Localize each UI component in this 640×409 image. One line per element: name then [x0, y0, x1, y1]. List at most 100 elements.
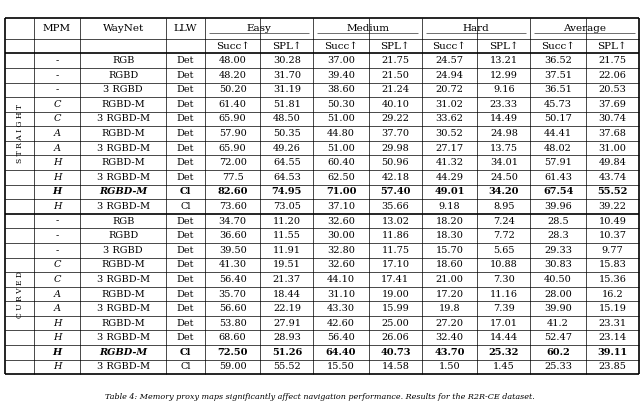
Text: 25.32: 25.32: [489, 348, 519, 357]
Text: 14.44: 14.44: [490, 333, 518, 342]
Text: RGB: RGB: [112, 217, 134, 226]
Text: -: -: [55, 246, 59, 255]
Text: 3 RGBD-M: 3 RGBD-M: [97, 275, 150, 284]
Text: 40.50: 40.50: [544, 275, 572, 284]
Text: 44.41: 44.41: [544, 129, 572, 138]
Text: 21.75: 21.75: [381, 56, 410, 65]
Text: 20.53: 20.53: [598, 85, 627, 94]
Text: 30.52: 30.52: [436, 129, 463, 138]
Text: 18.60: 18.60: [436, 261, 463, 270]
Text: 25.33: 25.33: [544, 362, 572, 371]
Text: 5.65: 5.65: [493, 246, 515, 255]
Text: 39.40: 39.40: [327, 71, 355, 80]
Text: 21.24: 21.24: [381, 85, 410, 94]
Text: 15.83: 15.83: [598, 261, 627, 270]
Text: Succ↑: Succ↑: [433, 42, 467, 51]
Text: 37.69: 37.69: [598, 100, 627, 109]
Text: 48.50: 48.50: [273, 115, 301, 124]
Text: Det: Det: [177, 173, 195, 182]
Text: RGBD-M: RGBD-M: [101, 100, 145, 109]
Text: 82.60: 82.60: [218, 187, 248, 196]
Text: 40.10: 40.10: [381, 100, 410, 109]
Text: 17.20: 17.20: [436, 290, 463, 299]
Text: Det: Det: [177, 246, 195, 255]
Text: 39.96: 39.96: [544, 202, 572, 211]
Text: 30.28: 30.28: [273, 56, 301, 65]
Text: RGBD-M: RGBD-M: [99, 187, 147, 196]
Text: 19.8: 19.8: [439, 304, 460, 313]
Text: Succ↑: Succ↑: [324, 42, 358, 51]
Text: 39.22: 39.22: [598, 202, 627, 211]
Text: 11.75: 11.75: [381, 246, 410, 255]
Text: 36.52: 36.52: [544, 56, 572, 65]
Text: SPL↑: SPL↑: [489, 42, 518, 51]
Text: 17.41: 17.41: [381, 275, 410, 284]
Text: 55.52: 55.52: [597, 187, 627, 196]
Text: SPL↑: SPL↑: [381, 42, 410, 51]
Text: 7.72: 7.72: [493, 231, 515, 240]
Text: Cl: Cl: [180, 187, 191, 196]
Text: Easy: Easy: [246, 24, 271, 33]
Text: RGBD: RGBD: [108, 231, 138, 240]
Text: 49.26: 49.26: [273, 144, 301, 153]
Text: A: A: [54, 129, 60, 138]
Text: 51.81: 51.81: [273, 100, 301, 109]
Text: Succ↑: Succ↑: [216, 42, 250, 51]
Text: Det: Det: [177, 158, 195, 167]
Text: 1.45: 1.45: [493, 362, 515, 371]
Text: RGBD-M: RGBD-M: [101, 261, 145, 270]
Text: 32.80: 32.80: [327, 246, 355, 255]
Text: 31.70: 31.70: [273, 71, 301, 80]
Text: Det: Det: [177, 319, 195, 328]
Text: 24.94: 24.94: [436, 71, 463, 80]
Text: 3 RGBD-M: 3 RGBD-M: [97, 333, 150, 342]
Text: 64.53: 64.53: [273, 173, 301, 182]
Text: 34.01: 34.01: [490, 158, 518, 167]
Text: 41.2: 41.2: [547, 319, 569, 328]
Text: Medium: Medium: [346, 24, 389, 33]
Text: C U R V E D: C U R V E D: [15, 270, 24, 317]
Text: 17.10: 17.10: [381, 261, 410, 270]
Text: 61.40: 61.40: [219, 100, 246, 109]
Text: Det: Det: [177, 144, 195, 153]
Text: -: -: [55, 217, 59, 226]
Text: Det: Det: [177, 85, 195, 94]
Text: H: H: [52, 319, 61, 328]
Text: Det: Det: [177, 304, 195, 313]
Text: 31.10: 31.10: [327, 290, 355, 299]
Text: 18.44: 18.44: [273, 290, 301, 299]
Text: 71.00: 71.00: [326, 187, 356, 196]
Text: 7.39: 7.39: [493, 304, 515, 313]
Text: 14.49: 14.49: [490, 115, 518, 124]
Text: 40.73: 40.73: [380, 348, 411, 357]
Text: 3 RGBD: 3 RGBD: [104, 85, 143, 94]
Text: 44.80: 44.80: [327, 129, 355, 138]
Text: 21.00: 21.00: [436, 275, 463, 284]
Text: C: C: [53, 100, 61, 109]
Text: 65.90: 65.90: [219, 144, 246, 153]
Text: 30.00: 30.00: [327, 231, 355, 240]
Text: 48.00: 48.00: [219, 56, 246, 65]
Text: 51.26: 51.26: [272, 348, 302, 357]
Text: -: -: [55, 56, 59, 65]
Text: 33.62: 33.62: [436, 115, 463, 124]
Text: SPL↑: SPL↑: [272, 42, 301, 51]
Text: 37.68: 37.68: [598, 129, 627, 138]
Text: -: -: [55, 231, 59, 240]
Text: 48.20: 48.20: [219, 71, 246, 80]
Text: 57.90: 57.90: [219, 129, 246, 138]
Text: 15.19: 15.19: [598, 304, 627, 313]
Text: 27.91: 27.91: [273, 319, 301, 328]
Text: 11.55: 11.55: [273, 231, 301, 240]
Text: LLW: LLW: [174, 24, 197, 33]
Text: 39.50: 39.50: [219, 246, 246, 255]
Text: 51.00: 51.00: [327, 144, 355, 153]
Text: 19.51: 19.51: [273, 261, 301, 270]
Text: H: H: [52, 348, 61, 357]
Text: 51.00: 51.00: [327, 115, 355, 124]
Text: 24.57: 24.57: [436, 56, 463, 65]
Text: -: -: [55, 71, 59, 80]
Text: 43.70: 43.70: [435, 348, 465, 357]
Text: -: -: [55, 85, 59, 94]
Text: 32.60: 32.60: [327, 261, 355, 270]
